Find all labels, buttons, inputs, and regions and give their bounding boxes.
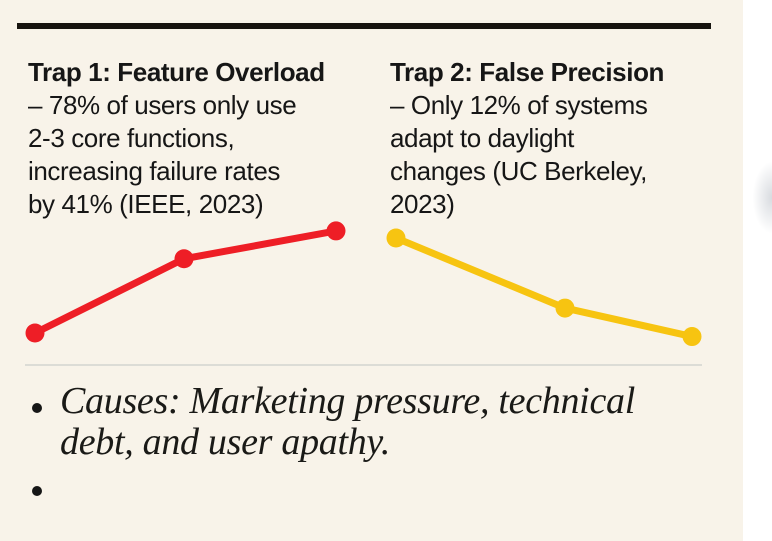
trap-2-title: Trap 2: False Precision xyxy=(390,57,665,87)
top-rule-divider xyxy=(17,23,711,29)
trap-1-body-line: 2-3 core functions, xyxy=(28,123,235,153)
page-edge-shadow xyxy=(743,150,772,245)
section-divider xyxy=(25,364,702,366)
causes-line: debt, and user apathy. xyxy=(60,421,391,463)
trap-2-body-line: changes (UC Berkeley, xyxy=(390,156,648,186)
trap-2-body-line: adapt to daylight xyxy=(390,123,575,153)
trend-line xyxy=(394,234,693,340)
bullet-marker-empty xyxy=(32,486,42,496)
page-right-edge xyxy=(743,0,772,541)
bullet-marker xyxy=(32,403,42,413)
column-trap-1: Trap 1: Feature Overload – 78% of users … xyxy=(28,56,376,221)
trap-1-body-line: increasing failure rates xyxy=(28,156,280,186)
trap-2-body-line: – Only 12% of systems xyxy=(390,90,648,120)
data-point xyxy=(174,249,194,269)
trap-2-body-line: 2023) xyxy=(390,189,455,219)
data-point xyxy=(386,228,406,248)
data-point xyxy=(682,327,702,347)
trap-1-body-line: by 41% (IEEE, 2023) xyxy=(28,189,264,219)
trap-1-body-line: – 78% of users only use xyxy=(28,90,297,120)
trap2-adaptation-trend xyxy=(386,228,702,347)
trap-1-title: Trap 1: Feature Overload xyxy=(28,57,325,87)
data-point xyxy=(25,323,45,343)
causes-line: Causes: Marketing pressure, technical xyxy=(60,380,635,422)
column-trap-2: Trap 2: False Precision – Only 12% of sy… xyxy=(390,56,720,221)
trend-line xyxy=(33,227,337,337)
trap1-failure-rate-trend xyxy=(25,221,346,343)
data-point xyxy=(326,221,346,241)
causes-bullet-text: Causes: Marketing pressure, technical de… xyxy=(60,381,710,463)
data-point xyxy=(555,298,575,318)
